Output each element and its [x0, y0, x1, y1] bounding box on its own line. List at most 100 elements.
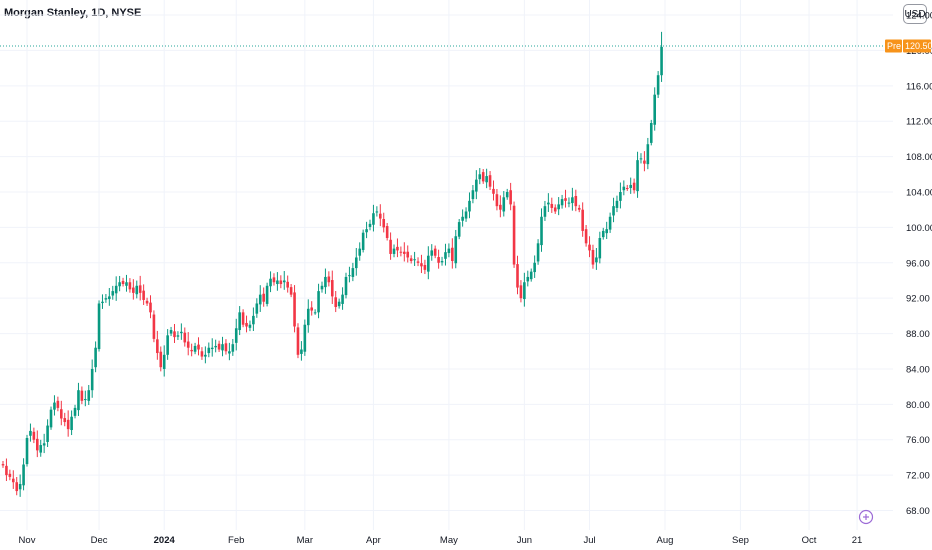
candle: [303, 319, 307, 356]
candle-body: [526, 276, 530, 282]
candle-body: [77, 390, 80, 411]
candle-body: [330, 280, 334, 297]
candle-body: [574, 195, 578, 207]
grid-lines: [0, 0, 893, 530]
candle: [190, 343, 193, 357]
candle: [101, 294, 104, 309]
candle-body: [461, 216, 464, 221]
candle-body: [385, 226, 389, 239]
candle: [234, 318, 238, 351]
candle-body: [94, 347, 97, 368]
candle: [358, 242, 362, 261]
y-tick-label: 104.00: [906, 188, 932, 199]
candle: [636, 151, 639, 198]
candle: [543, 200, 547, 221]
candle: [293, 285, 296, 333]
candle-body: [567, 202, 571, 204]
candle: [344, 272, 348, 299]
time-axis[interactable]: Nov Dec 2024 Feb Mar Apr May Jun Jul Aug Sep Oct 21: [19, 535, 863, 546]
candle: [368, 219, 372, 231]
candle-body: [262, 293, 265, 302]
candle: [228, 342, 231, 361]
candle-body: [265, 285, 269, 304]
candle: [461, 209, 464, 227]
candle: [265, 282, 269, 307]
candle-body: [238, 312, 241, 331]
candle-body: [403, 251, 406, 254]
candle: [173, 324, 176, 343]
candle-body: [591, 249, 595, 265]
candle: [180, 323, 183, 340]
candle: [255, 298, 259, 318]
candle-body: [379, 213, 382, 219]
candle: [60, 400, 63, 426]
candle-body: [108, 296, 111, 300]
candle: [348, 266, 351, 283]
candle: [241, 309, 245, 328]
candle-body: [36, 438, 39, 451]
candle: [11, 470, 15, 489]
candle-body: [114, 285, 118, 294]
currency-button[interactable]: USD: [903, 4, 927, 24]
candle: [159, 346, 163, 372]
candle: [420, 254, 423, 274]
candle: [63, 412, 67, 427]
candle-body: [344, 276, 348, 296]
candle-body: [1, 464, 5, 466]
candle: [125, 274, 128, 292]
candle: [279, 275, 283, 289]
candle: [385, 222, 389, 241]
candle: [396, 238, 399, 258]
x-tick-label: Dec: [91, 535, 108, 546]
candle: [334, 291, 338, 313]
candle: [601, 227, 605, 240]
x-tick-label: May: [440, 535, 458, 546]
candle-body: [29, 430, 32, 436]
candle-body: [660, 46, 663, 76]
candle: [217, 340, 221, 352]
candle: [584, 225, 588, 247]
candle: [262, 287, 265, 307]
y-tick-label: 92.00: [906, 294, 930, 305]
candle-body: [598, 238, 602, 259]
candle-body: [149, 302, 152, 313]
candle-body: [217, 343, 221, 350]
candle: [389, 232, 392, 260]
candle: [166, 329, 169, 360]
price-axis[interactable]: 68.00 72.00 76.00 80.00 84.00 88.00 92.00 96.00…: [906, 11, 932, 517]
candle: [536, 239, 540, 265]
candle: [289, 284, 293, 298]
candle-body: [488, 175, 492, 187]
candle: [97, 300, 101, 352]
candle: [615, 195, 619, 213]
candle: [18, 474, 22, 497]
candle-body: [409, 258, 413, 262]
candle-body: [457, 222, 461, 237]
y-tick-label: 76.00: [906, 435, 930, 446]
candle: [451, 238, 454, 269]
x-tick-label: Jun: [517, 535, 532, 546]
candle-body: [420, 263, 423, 267]
clock-plus-icon[interactable]: [858, 509, 874, 525]
candle-body: [553, 207, 557, 212]
candle: [269, 271, 272, 293]
candle: [224, 339, 228, 355]
candle: [132, 279, 135, 300]
candle: [42, 433, 46, 454]
candle-body: [169, 330, 173, 334]
pre-label: Pre: [887, 41, 901, 51]
candle: [632, 178, 636, 194]
candle: [8, 469, 12, 481]
candle: [327, 271, 331, 287]
candle-body: [183, 332, 187, 343]
candle: [492, 180, 495, 201]
y-tick-label: 68.00: [906, 506, 930, 517]
candle-body: [440, 261, 444, 263]
candle-body: [529, 271, 533, 280]
x-tick-label: Apr: [366, 535, 381, 546]
candle-body: [87, 390, 91, 401]
x-tick-label: 21: [852, 535, 863, 546]
candle-body: [269, 278, 272, 287]
x-tick-label: Nov: [19, 535, 36, 546]
